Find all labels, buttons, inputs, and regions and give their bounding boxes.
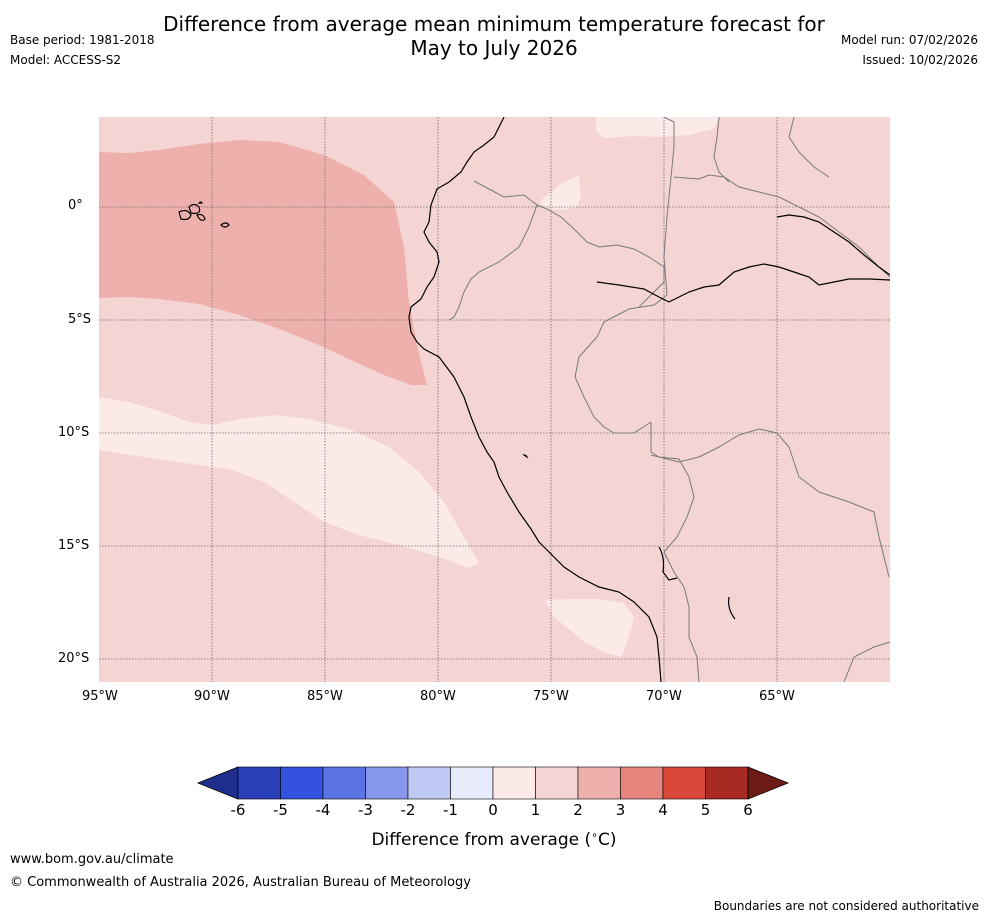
lon-label-70w: 70°W <box>646 689 682 704</box>
title-line-2: May to July 2026 <box>410 36 578 60</box>
colorbar <box>196 766 790 800</box>
colorbar-tick-label: -1 <box>443 801 458 819</box>
lon-label-95w: 95°W <box>82 689 118 704</box>
footer-website[interactable]: www.bom.gov.au/climate <box>10 852 174 867</box>
issued-date: Issued: 10/02/2026 <box>862 53 978 67</box>
meta-right: Model run: 07/02/2026 Issued: 10/02/2026 <box>841 30 978 70</box>
lat-label-20s: 20°S <box>58 651 90 666</box>
anomaly-patch-north <box>596 117 719 138</box>
colorbar-tick-label: 0 <box>488 801 498 819</box>
colorbar-tick-label: -4 <box>315 801 331 819</box>
colorbar-extend-low <box>196 766 239 800</box>
anomaly-band-cool <box>99 397 479 568</box>
lat-label-15s: 15°S <box>58 538 90 553</box>
colorbar-tick-label: -3 <box>358 801 373 819</box>
footer-disclaimer: Boundaries are not considered authoritat… <box>713 899 979 913</box>
colorbar-title: Difference from average (∘C) <box>0 828 988 850</box>
footer-copyright: © Commonwealth of Australia 2026, Austra… <box>10 875 471 890</box>
lon-label-90w: 90°W <box>194 689 230 704</box>
colorbar-cell <box>662 766 706 800</box>
colorbar-tick-label: 3 <box>615 801 626 819</box>
degree-symbol: ∘ <box>591 828 598 841</box>
lon-label-80w: 80°W <box>420 689 456 704</box>
lat-label-5s: 5°S <box>68 312 92 327</box>
colorbar-cell <box>280 766 324 800</box>
lat-label-0: 0° <box>68 198 83 213</box>
anomaly-patch-north-small <box>539 175 581 210</box>
lon-label-65w: 65°W <box>759 689 795 704</box>
model-run: Model run: 07/02/2026 <box>840 33 978 47</box>
forecast-map <box>99 117 890 682</box>
lon-label-85w: 85°W <box>307 689 343 704</box>
colorbar-cell <box>450 766 494 800</box>
colorbar-cell <box>407 766 451 800</box>
coastline <box>178 117 890 682</box>
colorbar-cell <box>535 766 579 800</box>
lon-label-75w: 75°W <box>533 689 569 704</box>
chart-title: Difference from average mean minimum tem… <box>0 12 988 60</box>
colorbar-tick-label: 4 <box>658 801 668 819</box>
anomaly-patch-south <box>545 599 634 657</box>
lat-label-10s: 10°S <box>58 425 90 440</box>
colorbar-tick-label: 6 <box>743 801 753 819</box>
colorbar-tick-label: -2 <box>400 801 416 819</box>
colorbar-tick-label: -5 <box>273 801 288 819</box>
base-period: Base period: 1981-2018 <box>10 33 155 47</box>
colorbar-extend-high <box>747 766 790 800</box>
colorbar-tick-label: 5 <box>700 801 711 819</box>
colorbar-cell <box>620 766 664 800</box>
title-line-1: Difference from average mean minimum tem… <box>163 12 825 36</box>
colorbar-cell <box>705 766 749 800</box>
colorbar-tick-label: 1 <box>530 801 541 819</box>
country-borders <box>448 117 890 682</box>
colorbar-tick-label: -6 <box>230 801 246 819</box>
colorbar-title-text: Difference from average (∘C) <box>371 828 617 850</box>
colorbar-cell <box>492 766 536 800</box>
anomaly-band-warm <box>99 140 427 385</box>
colorbar-cell <box>365 766 409 800</box>
colorbar-tick-label: 2 <box>573 801 583 819</box>
colorbar-cell <box>322 766 366 800</box>
model-name: Model: ACCESS-S2 <box>10 53 122 67</box>
colorbar-cell <box>577 766 621 800</box>
meta-left: Base period: 1981-2018 Model: ACCESS-S2 <box>10 30 155 70</box>
colorbar-cell <box>237 766 281 800</box>
